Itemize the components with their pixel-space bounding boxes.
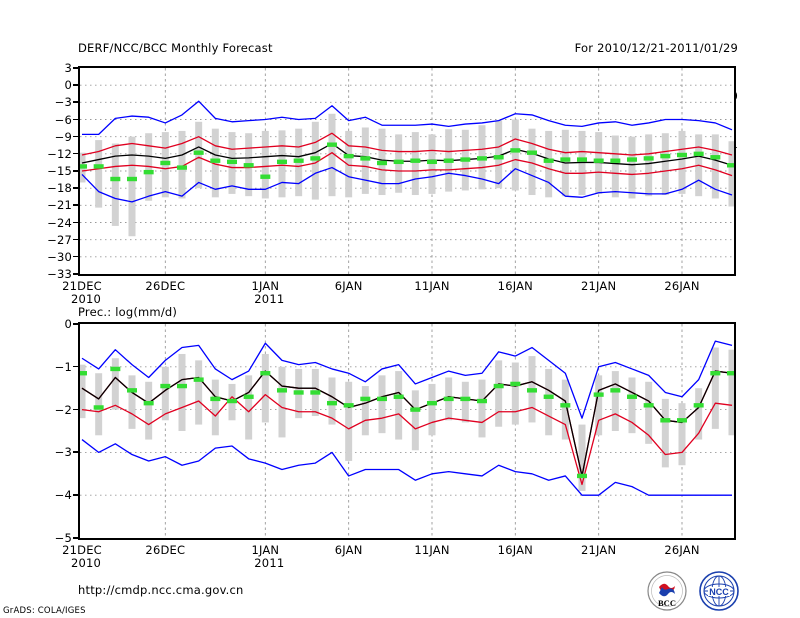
y-tick-label: −6: [54, 112, 72, 127]
x-tick-label: 21DEC: [62, 543, 102, 557]
y-tick-mark: [73, 84, 79, 86]
x-tick-label: 26JAN: [664, 279, 700, 293]
temperature-plot: [78, 66, 736, 276]
y-tick-label: −30: [47, 249, 72, 264]
x-tick-year-label: 2010: [70, 556, 102, 570]
y-tick-mark: [73, 323, 79, 325]
precipitation-plot: [78, 322, 736, 540]
x-tick-label: 16JAN: [497, 543, 533, 557]
y-tick-mark: [73, 408, 79, 411]
svg-text:BCC: BCC: [658, 598, 676, 608]
y-tick-label: −24: [47, 215, 72, 230]
bcc-logo: BCC: [647, 571, 687, 611]
website-url[interactable]: http://cmdp.ncc.cma.gov.cn: [78, 583, 244, 597]
precipitation-unit-label: Prec.: log(mm/d): [78, 305, 178, 319]
y-tick-label: −2: [54, 402, 72, 417]
x-tick-label: 1JAN: [251, 279, 280, 293]
x-tick-label: 26DEC: [145, 543, 186, 557]
x-tick-year-label: 2011: [254, 292, 285, 306]
x-tick-label: 26DEC: [145, 279, 186, 293]
y-tick-mark: [73, 204, 79, 206]
x-tick-label: 26JAN: [664, 543, 700, 557]
y-tick-mark: [73, 537, 79, 539]
y-tick-mark: [73, 152, 79, 155]
y-tick-label: −1: [54, 359, 72, 374]
x-tick-label: 11JAN: [414, 279, 450, 293]
y-tick-mark: [73, 273, 79, 275]
svg-text:NCC: NCC: [709, 587, 729, 597]
x-tick-label: 6JAN: [334, 279, 363, 293]
forecast-period-label: For 2010/12/21-2011/01/29: [574, 41, 738, 55]
y-tick-label: −3: [54, 95, 72, 110]
y-tick-mark: [73, 238, 79, 241]
y-tick-label: 0: [64, 78, 72, 93]
y-tick-label: −12: [47, 146, 72, 161]
x-tick-label: 21JAN: [581, 279, 617, 293]
ncc-logo: NCC: [699, 571, 739, 611]
x-tick-label: 16JAN: [497, 279, 533, 293]
y-tick-label: −9: [54, 129, 72, 144]
x-tick-label: 1JAN: [251, 543, 280, 557]
y-tick-label: 3: [64, 61, 72, 75]
y-tick-mark: [73, 365, 79, 368]
x-tick-label: 21JAN: [581, 543, 617, 557]
y-tick-label: −5: [54, 531, 72, 545]
y-tick-label: −33: [47, 267, 72, 281]
y-tick-label: −21: [47, 198, 72, 213]
y-tick-mark: [73, 101, 79, 103]
temperature-plot-canvas: [80, 68, 734, 274]
y-tick-mark: [73, 494, 79, 496]
x-tick-year-label: 2011: [254, 556, 285, 570]
logo-group: BCC NCC: [645, 570, 750, 612]
y-tick-mark: [73, 255, 79, 258]
y-tick-label: 0: [64, 317, 72, 331]
y-tick-label: −15: [47, 164, 72, 178]
y-tick-mark: [73, 221, 79, 224]
x-tick-label: 11JAN: [414, 543, 450, 557]
grads-credit: GrADS: COLA/IGES: [3, 606, 86, 616]
x-tick-label: 21DEC: [62, 279, 102, 293]
y-tick-mark: [73, 118, 79, 121]
y-tick-mark: [73, 187, 79, 189]
x-tick-label: 6JAN: [334, 543, 363, 557]
chart-title: DERF/NCC/BCC Monthly Forecast: [78, 41, 273, 55]
y-tick-mark: [73, 451, 79, 453]
y-tick-label: −18: [47, 181, 72, 196]
precipitation-plot-canvas: [80, 324, 734, 538]
y-tick-label: −27: [47, 232, 72, 247]
y-tick-mark: [73, 135, 79, 138]
y-tick-mark: [73, 170, 79, 172]
x-tick-year-label: 2010: [70, 292, 102, 306]
y-tick-mark: [73, 67, 79, 69]
y-tick-label: −3: [54, 445, 72, 460]
y-tick-label: −4: [54, 488, 72, 503]
